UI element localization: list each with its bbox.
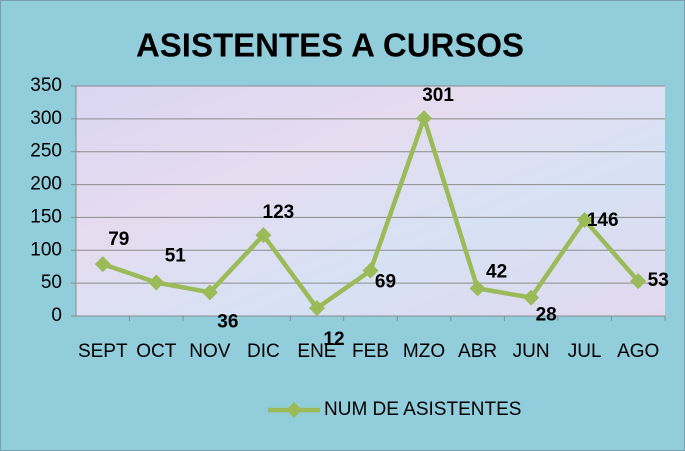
data-point <box>94 256 111 273</box>
x-tick-label: ABR <box>458 341 497 362</box>
data-label: 301 <box>422 85 454 106</box>
x-tick-label: ENE <box>297 341 336 362</box>
data-point <box>308 300 325 317</box>
data-label: 79 <box>108 229 129 250</box>
x-tick-label: FEB <box>352 341 389 362</box>
data-label: 146 <box>587 210 619 231</box>
legend-marker <box>286 402 302 418</box>
y-tick-label: 250 <box>30 141 62 162</box>
x-tick-label: DIC <box>247 341 280 362</box>
x-tick-label: JUN <box>513 341 550 362</box>
data-point <box>469 280 486 297</box>
data-label: 36 <box>217 311 238 332</box>
data-label: 123 <box>263 202 295 223</box>
data-point <box>630 273 647 290</box>
y-tick-label: 350 <box>30 75 62 96</box>
data-label: 42 <box>486 261 507 282</box>
legend-label: NUM DE ASISTENTES <box>324 399 521 420</box>
y-tick-label: 150 <box>30 206 62 227</box>
x-tick-label: NOV <box>189 341 231 362</box>
x-tick-label: SEPT <box>78 341 128 362</box>
plot-area <box>76 86 665 316</box>
data-label: 53 <box>648 270 669 291</box>
data-point <box>201 284 218 301</box>
data-label: 28 <box>536 305 557 326</box>
y-tick-label: 100 <box>30 239 62 260</box>
x-tick-label: AGO <box>617 341 659 362</box>
data-point <box>362 262 379 279</box>
y-tick-label: 300 <box>30 108 62 129</box>
chart-title: ASISTENTES A CURSOS <box>136 27 524 64</box>
data-point <box>416 110 433 127</box>
x-tick-label: OCT <box>136 341 177 362</box>
data-label: 12 <box>323 329 344 350</box>
x-tick-label: JUL <box>568 341 602 362</box>
x-tick-label: MZO <box>403 341 445 362</box>
data-label: 69 <box>375 272 396 293</box>
data-point <box>148 274 165 291</box>
y-tick-label: 0 <box>51 305 62 326</box>
data-label: 51 <box>165 246 187 267</box>
data-point <box>576 212 593 229</box>
y-tick-label: 200 <box>30 174 62 195</box>
y-tick-label: 50 <box>41 272 62 293</box>
data-point <box>523 289 540 306</box>
data-point <box>255 227 272 244</box>
